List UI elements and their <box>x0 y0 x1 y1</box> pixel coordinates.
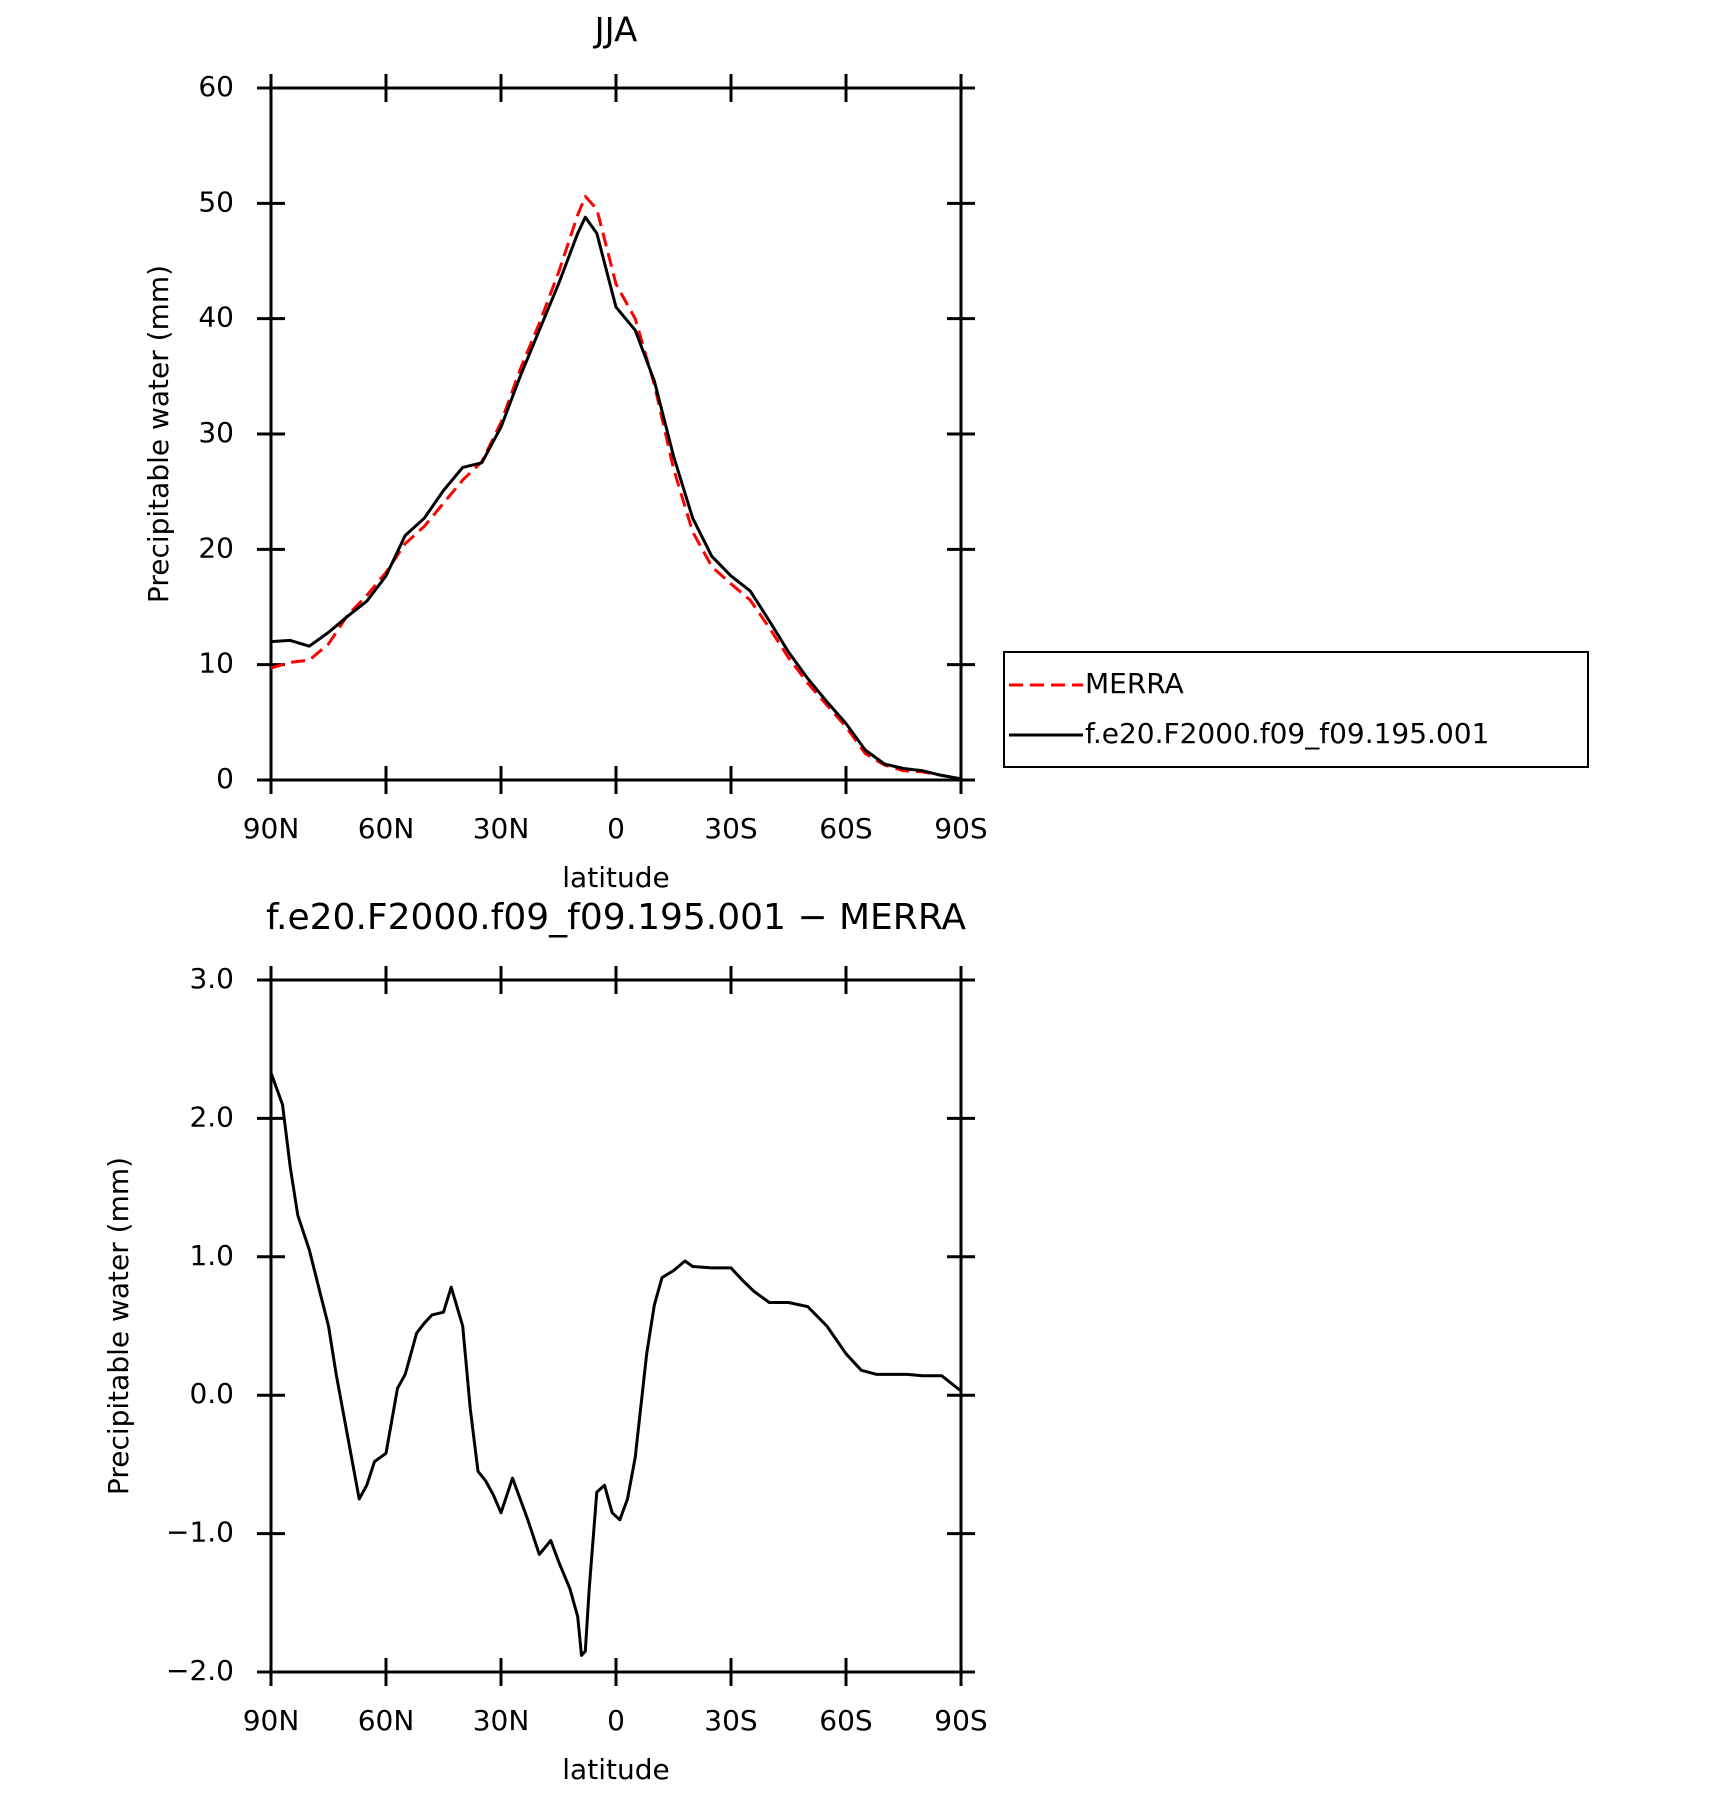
y-axis-label: Precipitable water (mm) <box>102 1157 135 1495</box>
y-tick-label: 3.0 <box>189 962 234 995</box>
x-tick-label: 60S <box>819 1704 872 1737</box>
y-tick-label: 0 <box>216 762 234 795</box>
plot-frame <box>269 978 963 1674</box>
y-axis-label: Precipitable water (mm) <box>142 265 175 603</box>
x-tick-label: 90N <box>243 812 300 845</box>
y-tick-label: −2.0 <box>166 1654 234 1687</box>
x-tick-label: 30S <box>704 812 757 845</box>
data-line <box>270 194 962 781</box>
x-tick-label: 30N <box>473 812 530 845</box>
data-line <box>270 215 962 781</box>
y-tick-label: 1.0 <box>189 1239 234 1272</box>
chart-title: JJA <box>593 11 638 51</box>
y-tick-label: 10 <box>198 647 234 680</box>
y-tick-label: 20 <box>198 531 234 564</box>
y-tick-label: 60 <box>198 70 234 103</box>
x-tick-label: 0 <box>607 1704 625 1737</box>
x-tick-label: 60N <box>358 1704 415 1737</box>
y-tick-label: 50 <box>198 185 234 218</box>
chart-title: f.e20.F2000.f09_f09.195.001 − MERRA <box>266 897 966 938</box>
x-tick-label: 90S <box>934 812 987 845</box>
x-tick-label: 30N <box>473 1704 530 1737</box>
y-tick-label: 40 <box>198 301 234 334</box>
y-tick-label: 30 <box>198 416 234 449</box>
y-tick-label: 2.0 <box>189 1100 234 1133</box>
plot-frame <box>269 86 963 782</box>
x-tick-label: 30S <box>704 1704 757 1737</box>
legend-box <box>1003 651 1589 768</box>
x-tick-label: 60S <box>819 812 872 845</box>
x-axis-label: latitude <box>562 1753 669 1786</box>
x-tick-label: 0 <box>607 812 625 845</box>
legend-label: f.e20.F2000.f09_f09.195.001 <box>1085 717 1489 750</box>
y-tick-label: −1.0 <box>166 1516 234 1549</box>
x-tick-label: 60N <box>358 812 415 845</box>
data-line <box>269 1072 962 1657</box>
legend-label: MERRA <box>1085 667 1184 700</box>
x-tick-label: 90S <box>934 1704 987 1737</box>
x-axis-label: latitude <box>562 861 669 894</box>
x-tick-label: 90N <box>243 1704 300 1737</box>
y-tick-label: 0.0 <box>189 1377 234 1410</box>
